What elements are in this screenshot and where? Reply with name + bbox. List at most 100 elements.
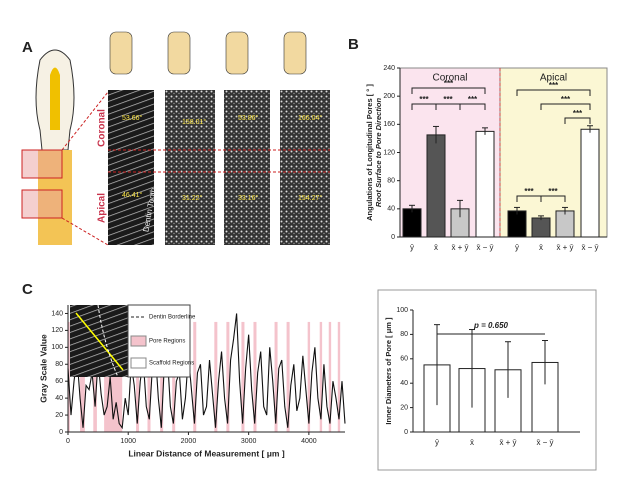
y-tick-label: 20 bbox=[55, 412, 63, 419]
x-tick-label: x̄ bbox=[470, 438, 474, 447]
x-tick-label: x̄ + ȳ bbox=[556, 243, 573, 252]
pore-region bbox=[328, 321, 332, 432]
x-tick-label: 2000 bbox=[181, 438, 197, 445]
x-tick-label: x̄ + ȳ bbox=[499, 438, 516, 447]
x-tick-label: ȳ bbox=[410, 243, 414, 252]
legend-label: Pore Regions bbox=[149, 339, 185, 345]
significance-bracket bbox=[516, 89, 591, 96]
significance-bracket bbox=[564, 117, 591, 124]
group-label: Coronal bbox=[432, 73, 467, 84]
pulp bbox=[50, 67, 60, 130]
panel-label: A bbox=[22, 39, 33, 56]
legend-label: Scaffold Regions bbox=[149, 361, 194, 367]
pore-region bbox=[214, 321, 218, 432]
bar bbox=[555, 210, 575, 238]
significance-label: *** bbox=[443, 95, 453, 104]
panel-label: B bbox=[348, 36, 359, 53]
significance-label: *** bbox=[524, 187, 534, 196]
y-tick-label: 100 bbox=[51, 344, 63, 351]
legend-swatch bbox=[130, 357, 147, 369]
pore-region bbox=[226, 321, 230, 432]
significance-label: *** bbox=[419, 95, 429, 104]
pore-region bbox=[241, 321, 245, 432]
y-axis-label: Angulations of Longitudinal Pores [ ° ] bbox=[365, 84, 374, 221]
angle-label: 53.66° bbox=[122, 114, 143, 122]
x-tick-label: x̄ − ȳ bbox=[581, 243, 598, 252]
group-label: Apical bbox=[540, 73, 567, 84]
legend-label: Dentin Borderline bbox=[149, 315, 196, 321]
y-tick-label: 60 bbox=[55, 378, 63, 385]
y-tick-label: 40 bbox=[387, 206, 395, 213]
y-axis-label: Inner Diameters of Pore [ μm ] bbox=[384, 317, 393, 425]
inset-border bbox=[97, 304, 119, 378]
panel-frame bbox=[377, 289, 597, 471]
x-tick-label: 0 bbox=[66, 438, 70, 445]
x-tick-label: x̄ − ȳ bbox=[476, 243, 493, 252]
micrograph bbox=[108, 90, 154, 245]
angle-label: 154.27° bbox=[298, 194, 322, 202]
pore-region bbox=[274, 321, 278, 432]
y-tick-label: 60 bbox=[400, 356, 408, 363]
x-tick-label: 1000 bbox=[120, 438, 136, 445]
x-tick-label: 3000 bbox=[241, 438, 257, 445]
y-tick-label: 160 bbox=[383, 121, 395, 128]
y-tick-label: 0 bbox=[404, 429, 408, 436]
x-tick-label: ȳ bbox=[435, 438, 439, 447]
apical-label: Apical bbox=[97, 193, 108, 223]
significance-label: *** bbox=[444, 79, 454, 88]
significance-bracket bbox=[540, 103, 591, 110]
connector bbox=[61, 91, 109, 151]
pore-region bbox=[253, 321, 257, 432]
y-tick-label: 40 bbox=[55, 395, 63, 402]
angle-label: 31.22° bbox=[182, 194, 203, 202]
pore-region bbox=[337, 321, 341, 432]
significance-bracket bbox=[459, 103, 486, 110]
p-annotation: p = 0.650 bbox=[473, 321, 509, 330]
significance-label: *** bbox=[468, 95, 478, 104]
pore-region bbox=[193, 321, 197, 432]
significance-bracket bbox=[411, 87, 486, 94]
bar bbox=[507, 210, 527, 238]
x-tick-label: x̄ + ȳ bbox=[451, 243, 468, 252]
y-tick-label: 40 bbox=[400, 380, 408, 387]
significance-bracket bbox=[540, 195, 566, 202]
x-axis-label: Linear Distance of Measurement [ μm ] bbox=[128, 448, 285, 458]
y-tick-label: 240 bbox=[383, 65, 395, 72]
pore-region bbox=[307, 321, 311, 432]
bar bbox=[402, 208, 422, 238]
angle-label: 158.01° bbox=[182, 118, 206, 126]
y-tick-label: 80 bbox=[55, 361, 63, 368]
angle-label: 46.41° bbox=[122, 191, 143, 199]
coronal-label: Coronal bbox=[97, 109, 108, 147]
angle-label: 33.16° bbox=[238, 194, 259, 202]
inset-line bbox=[75, 312, 124, 371]
micrograph bbox=[165, 90, 215, 245]
y-tick-label: 100 bbox=[396, 307, 408, 314]
x-tick-label: 4000 bbox=[301, 438, 317, 445]
signal-line bbox=[67, 313, 346, 430]
y-tick-label: 120 bbox=[51, 327, 63, 334]
bar bbox=[580, 128, 600, 238]
coronal-box bbox=[21, 149, 63, 179]
pore-region bbox=[319, 321, 323, 432]
significance-label: *** bbox=[561, 95, 571, 104]
micrograph bbox=[224, 90, 270, 245]
micrograph bbox=[280, 90, 330, 245]
pore-region bbox=[286, 321, 290, 432]
bar bbox=[531, 217, 551, 238]
panel-a: A Coronal Apical Dentin Tooth bbox=[21, 31, 330, 246]
x-tick-label: x̄ − ȳ bbox=[536, 438, 553, 447]
y-tick-label: 0 bbox=[391, 234, 395, 241]
angle-label: 166.04° bbox=[298, 114, 322, 122]
bar bbox=[426, 134, 446, 238]
bar bbox=[475, 130, 495, 238]
y-tick-label: 80 bbox=[400, 331, 408, 338]
significance-label: *** bbox=[549, 81, 559, 90]
connector bbox=[61, 217, 109, 246]
legend-swatch bbox=[130, 335, 147, 347]
apical-box bbox=[21, 189, 63, 219]
significance-label: *** bbox=[548, 187, 558, 196]
x-tick-label: x̄ bbox=[434, 243, 438, 252]
y-tick-label: 120 bbox=[383, 149, 395, 156]
